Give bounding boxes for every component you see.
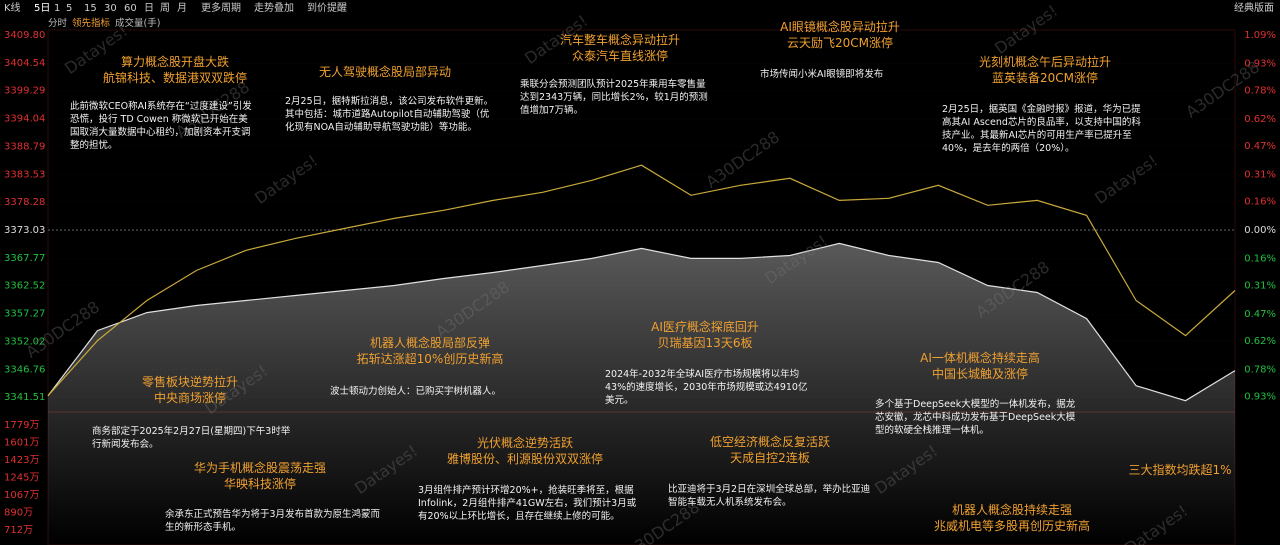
toolbar-item[interactable]: 5日 [34, 3, 51, 14]
subbar-item[interactable]: 分时 [48, 18, 68, 29]
annotation-body: 此前微软CEO称AI系统存在“过度建设”引发恐慌，投行 TD Cowen 称微软… [70, 101, 252, 151]
y-tick-label: 3373.03 [4, 225, 45, 236]
toolbar-item[interactable]: 走势叠加 [254, 3, 294, 14]
annotation-title: 机器人概念股持续走强 [951, 503, 1073, 517]
subbar-item[interactable]: 领先指标 [72, 18, 111, 29]
y2-tick-label: 0.78% [1244, 365, 1276, 376]
annotation-title: 机器人概念股局部反弹 [369, 336, 491, 350]
annotation-title: 三大指数均跌超1% [1128, 463, 1232, 477]
annotation-body: 乘联分会预测团队预计2025年乘用车零售量达到2343万辆，同比增长2%，较1月… [520, 79, 708, 116]
annotation-title: 云天励飞20CM涨停 [786, 36, 894, 50]
y2-tick-label: 0.93% [1244, 59, 1276, 70]
y2-tick-label: 0.31% [1244, 280, 1276, 291]
annotation-title: 华为手机概念股震荡走强 [193, 461, 327, 475]
annotation-title: 拓斩达涨超10%创历史新高 [356, 352, 504, 366]
toolbar-item[interactable]: 月 [177, 3, 187, 14]
y2-tick-label: 0.31% [1244, 170, 1276, 181]
annotation-body: 2月25日，据特斯拉消息，该公司发布软件更新。其中包括：城市道路Autopilo… [285, 96, 494, 133]
y-tick-label: 3367.77 [4, 253, 45, 264]
toolbar-item[interactable]: 更多周期 [201, 3, 241, 14]
annotation-title: 雅博股份、利源股份双双涨停 [446, 452, 604, 466]
y2-tick-label: 0.00% [1244, 225, 1276, 236]
y2-tick-label: 0.62% [1244, 114, 1276, 125]
toolbar-item[interactable]: 1 [54, 3, 61, 14]
annotation-body: 3月组件排产预计环增20%+，抢装旺季将至，根据Infolink，2月组件排产4… [418, 485, 637, 522]
y-tick-label: 3346.76 [4, 364, 45, 375]
annotation-title: 众泰汽车直线涨停 [571, 49, 669, 63]
y-tick-label: 3394.04 [4, 114, 45, 125]
y-tick-label: 3388.79 [4, 141, 45, 152]
toolbar-item[interactable]: 经典版面 [1234, 3, 1274, 14]
y2-tick-label: 0.16% [1244, 196, 1276, 207]
annotation-title: 航锦科技、数据港双双跌停 [102, 71, 248, 85]
toolbar-item[interactable]: K线 [4, 3, 21, 14]
y-tick-label: 3341.51 [4, 392, 45, 403]
y-tick-label: 3357.27 [4, 309, 45, 320]
annotation-body: 2024年-2032年全球AI医疗市场规模将以年均43%的速度增长，2030年市… [605, 369, 808, 406]
price-line [47, 164, 1236, 397]
toolbar-item[interactable]: 到价提醒 [307, 3, 347, 14]
toolbar-item[interactable]: 30 [104, 3, 117, 14]
toolbar-item[interactable]: 60 [124, 3, 137, 14]
y2-tick-label: 0.47% [1244, 309, 1276, 320]
annotation-title: AI医疗概念探底回升 [651, 320, 759, 334]
toolbar-item[interactable]: 日 [144, 3, 154, 14]
y-tick-label: 3378.28 [4, 197, 45, 208]
annotation-title: 汽车整车概念异动拉升 [559, 33, 681, 47]
annotation-title: AI一体机概念持续走高 [920, 351, 1040, 365]
annotation-title: AI眼镜概念股异动拉升 [780, 20, 900, 34]
toolbar-item[interactable]: 15 [84, 3, 97, 14]
y-tick-label: 3409.80 [4, 30, 45, 41]
area-fill [48, 243, 1235, 545]
volume-tick-label: 890万 [4, 507, 33, 518]
volume-tick-label: 1779万 [4, 420, 39, 431]
annotation-title: 算力概念股开盘大跌 [120, 55, 230, 69]
annotation-title: 天成自控2连板 [730, 451, 810, 465]
volume-tick-label: 1067万 [4, 490, 39, 501]
price-line [47, 242, 1236, 402]
annotation-body: 比亚迪将于3月2日在深圳全球总部，举办比亚迪智能车载无人机系统发布会。 [668, 484, 871, 508]
volume-tick-label: 1423万 [4, 455, 39, 466]
annotation-title: 中央商场涨停 [153, 391, 227, 405]
annotation-body: 市场传闻小米AI眼镜即将发布 [760, 69, 884, 80]
annotation-title: 无人驾驶概念股局部异动 [318, 65, 452, 79]
annotation-body: 商务部定于2025年2月27日(星期四)下午3时举行新闻发布会。 [92, 426, 291, 450]
annotation-title: 低空经济概念反复活跃 [709, 435, 831, 449]
annotation-title: 零售板块逆势拉升 [141, 375, 239, 389]
annotation-title: 贝瑞基因13天6板 [657, 336, 753, 350]
annotation-title: 兆威机电等多股再创历史新高 [933, 519, 1091, 533]
y-tick-label: 3362.52 [4, 281, 45, 292]
y2-tick-label: 0.78% [1244, 85, 1276, 96]
volume-tick-label: 712万 [4, 525, 33, 536]
y2-tick-label: 1.09% [1244, 30, 1276, 41]
y-tick-label: 3352.02 [4, 336, 45, 347]
subbar-item[interactable]: 成交量(手) [115, 18, 161, 29]
toolbar-item[interactable]: 周 [160, 3, 170, 14]
annotation-body: 波士顿动力创始人：已购买宇树机器人。 [330, 386, 502, 397]
y2-tick-label: 0.93% [1244, 391, 1276, 402]
annotation-title: 中国长城触及涨停 [931, 367, 1029, 381]
y2-tick-label: 0.16% [1244, 254, 1276, 265]
annotation-body: 2月25日，据英国《金融时报》报道，华为已提高其AI Ascend芯片的良品率，… [942, 104, 1141, 154]
y2-tick-label: 0.62% [1244, 336, 1276, 347]
y-tick-label: 3399.29 [4, 86, 45, 97]
annotation-title: 华映科技涨停 [223, 477, 297, 491]
annotation-body: 余承东正式预告华为将于3月发布首款为原生鸿蒙而生的新形态手机。 [165, 509, 381, 533]
toolbar-item[interactable]: 5 [66, 3, 73, 14]
annotation-body: 多个基于DeepSeek大模型的一体机发布，据龙芯安徽，龙芯中科成功发布基于De… [875, 399, 1076, 436]
volume-tick-label: 1245万 [4, 473, 39, 484]
y-tick-label: 3404.54 [4, 58, 45, 69]
annotation-title: 蓝英装备20CM涨停 [991, 71, 1099, 85]
y2-tick-label: 0.47% [1244, 141, 1276, 152]
y-tick-label: 3383.53 [4, 169, 45, 180]
volume-tick-label: 1601万 [4, 438, 39, 449]
annotation-title: 光伏概念逆势活跃 [476, 436, 574, 450]
annotation-title: 光刻机概念午后异动拉升 [978, 55, 1112, 69]
